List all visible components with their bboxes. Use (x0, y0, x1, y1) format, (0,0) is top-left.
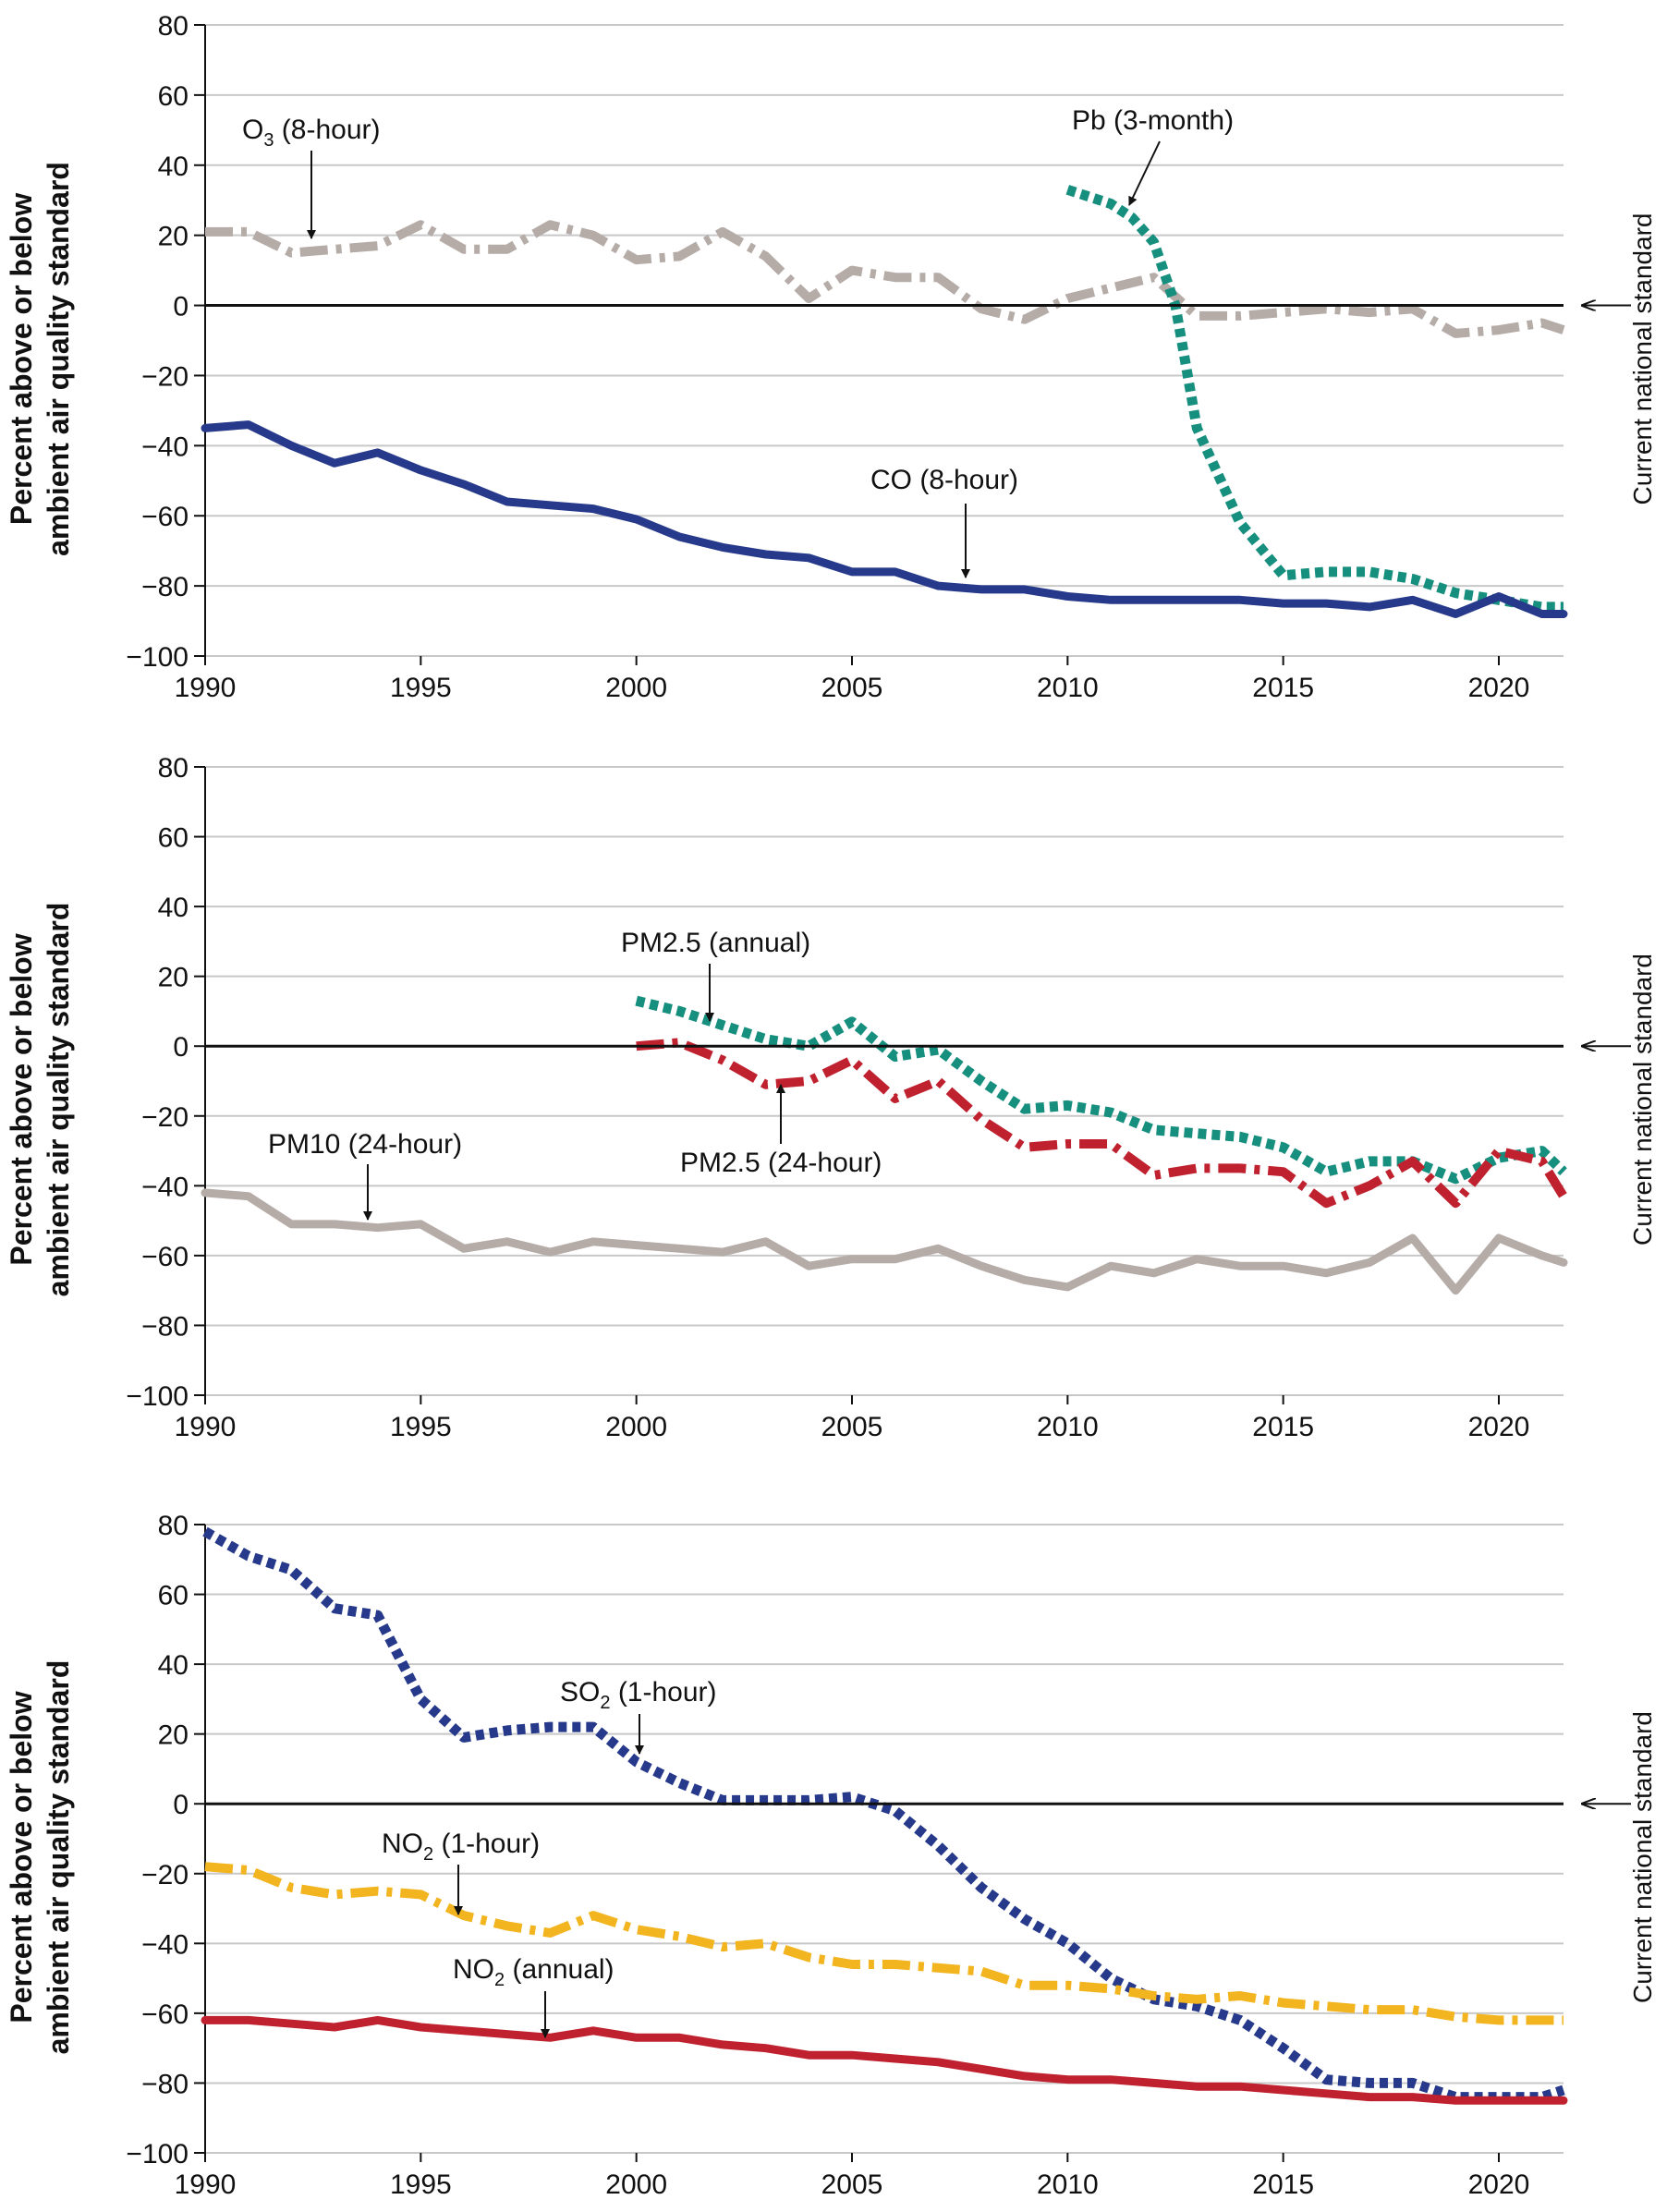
x-tick-label: 2020 (1468, 1412, 1530, 1442)
series-label-no2a: NO2 (annual) (453, 1954, 614, 1990)
x-tick-label: 2000 (605, 673, 667, 703)
y-tick-label: −40 (141, 1172, 189, 1202)
series-line-no2a (201, 2015, 1568, 2105)
y-axis-label-line2: ambient air quality standard (42, 903, 75, 1297)
x-tick-label: 2005 (821, 1412, 883, 1442)
y-tick-label: 80 (158, 753, 189, 784)
y-tick-label: 20 (158, 222, 189, 252)
y-tick-label: 40 (158, 152, 189, 182)
y-axis-label-line1: Percent above or below (5, 1691, 38, 2023)
series-line-pb (1065, 185, 1564, 613)
series-label-pb: Pb (3-month) (1072, 105, 1234, 136)
y-tick-label: −40 (141, 431, 189, 462)
series-label-pm25d: PM2.5 (24-hour) (680, 1148, 882, 1178)
y-tick-label: −100 (126, 1381, 189, 1412)
x-tick-label: 1995 (390, 1412, 452, 1442)
y-tick-label: 0 (173, 1790, 189, 1820)
y-axis-label: Percent above or below ambient air qualit… (5, 162, 75, 556)
x-tick-label: 2000 (605, 1412, 667, 1442)
series-line-co (201, 420, 1568, 618)
series-line-no2h (204, 1862, 1564, 2025)
y-tick-label: −20 (141, 1860, 189, 1890)
x-tick-label: 1995 (390, 2169, 452, 2200)
x-tick-label: 2015 (1252, 2169, 1314, 2200)
x-tick-label: 2005 (821, 2169, 883, 2200)
y-tick-label: 80 (158, 11, 189, 42)
y-tick-label: −60 (141, 1242, 189, 1272)
x-tick-label: 2010 (1037, 673, 1099, 703)
y-tick-label: 20 (158, 963, 189, 993)
standard-label: Current national standard (1628, 954, 1657, 1246)
y-tick-label: 0 (173, 1032, 189, 1063)
y-tick-label: 40 (158, 1650, 189, 1681)
y-tick-label: 40 (158, 893, 189, 923)
series-label-co: CO (8-hour) (870, 465, 1018, 495)
y-axis-label: Percent above or below ambient air qualit… (5, 903, 75, 1297)
x-tick-label: 2010 (1037, 2169, 1099, 2200)
y-tick-label: −20 (141, 361, 189, 392)
y-tick-label: −40 (141, 1929, 189, 1960)
y-tick-label: −100 (126, 642, 189, 673)
series-line-o3 (205, 220, 1565, 338)
x-tick-label: 1990 (175, 1412, 237, 1442)
y-tick-label: 0 (173, 292, 189, 322)
series-line-pm10 (201, 1188, 1568, 1295)
y-tick-label: −20 (141, 1102, 189, 1133)
x-tick-label: 2010 (1037, 1412, 1099, 1442)
series-line-so2 (202, 1526, 1565, 2103)
series-label-so2: SO2 (1-hour) (560, 1677, 717, 1713)
y-tick-label: 60 (158, 81, 189, 112)
x-tick-label: 1990 (175, 2169, 237, 2200)
y-axis-label-line1: Percent above or below (5, 193, 38, 525)
series-label-no2h: NO2 (1-hour) (382, 1829, 540, 1865)
x-tick-label: 1990 (175, 673, 237, 703)
x-tick-label: 2020 (1468, 2169, 1530, 2200)
y-axis-label: Percent above or below ambient air qualit… (5, 1660, 75, 2055)
y-axis-label-line2: ambient air quality standard (42, 1660, 75, 2055)
y-tick-label: 60 (158, 823, 189, 854)
series-label-pm25a: PM2.5 (annual) (621, 928, 810, 958)
y-tick-label: 80 (158, 1511, 189, 1541)
y-tick-label: 60 (158, 1581, 189, 1611)
x-tick-label: 1995 (390, 673, 452, 703)
y-axis-label-line1: Percent above or below (5, 933, 38, 1265)
y-tick-label: −80 (141, 1311, 189, 1342)
x-tick-label: 2000 (605, 2169, 667, 2200)
annotation-arrow (1128, 140, 1161, 206)
standard-label: Current national standard (1628, 1711, 1657, 2003)
y-axis-label-line2: ambient air quality standard (42, 162, 75, 556)
x-tick-label: 2015 (1252, 1412, 1314, 1442)
x-tick-label: 2015 (1252, 673, 1314, 703)
y-tick-label: −80 (141, 572, 189, 602)
series-line-pm25a (635, 995, 1567, 1185)
y-tick-label: −60 (141, 502, 189, 532)
standard-label: Current national standard (1628, 213, 1657, 505)
series-label-pm10: PM10 (24-hour) (268, 1129, 462, 1160)
series-label-o3: O3 (8-hour) (242, 115, 381, 151)
y-tick-label: −80 (141, 2069, 189, 2099)
y-tick-label: −60 (141, 1999, 189, 2030)
y-tick-label: 20 (158, 1720, 189, 1751)
x-tick-label: 2020 (1468, 673, 1530, 703)
series-line-pm25d (636, 1038, 1568, 1209)
y-tick-label: −100 (126, 2139, 189, 2169)
x-tick-label: 2005 (821, 673, 883, 703)
